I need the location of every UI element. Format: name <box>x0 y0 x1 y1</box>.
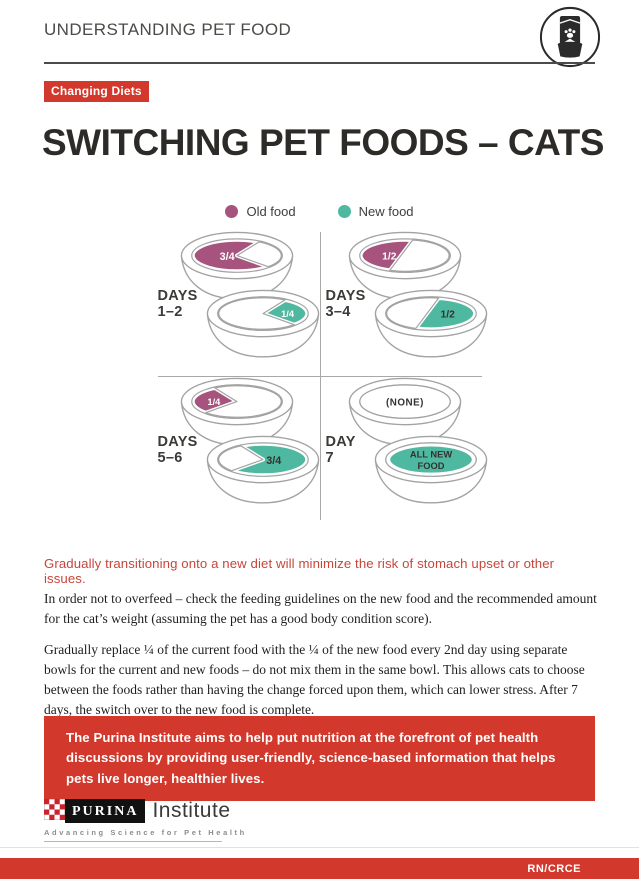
svg-text:1/2: 1/2 <box>382 251 397 262</box>
food-bowl-graphic: (NONE) <box>348 377 461 446</box>
new-food-bowl: 1/4 <box>204 288 322 361</box>
footer-bar: RN/CRCE <box>0 858 639 879</box>
food-bowl-graphic: 3/4 <box>180 231 293 300</box>
svg-text:1/4: 1/4 <box>281 309 295 319</box>
old-food-swatch-icon <box>225 205 239 218</box>
food-bowl-graphic: 1/4 <box>206 289 319 358</box>
svg-text:(NONE): (NONE) <box>386 397 424 408</box>
new-food-swatch-icon <box>337 205 351 218</box>
section-badge: Changing Diets <box>44 81 149 102</box>
day-range-label: DAYS 1–2 <box>157 288 198 321</box>
svg-text:3/4: 3/4 <box>266 455 281 467</box>
old-food-bowl: (NONE) <box>346 376 464 449</box>
old-food-bowl: 1/4 <box>178 376 296 449</box>
legend-label: Old food <box>246 204 296 219</box>
svg-text:ALL NEW: ALL NEW <box>409 450 452 460</box>
institute-wordmark: Institute <box>152 799 231 822</box>
paragraph: In order not to overfeed – check the fee… <box>44 591 597 627</box>
diagram-quadrant: DAYS 5–6 1/4 3/4 <box>152 376 320 522</box>
new-food-bowl: 3/4 <box>204 434 322 507</box>
food-bowl-graphic: 1/2 <box>348 231 461 300</box>
diagram-quadrant: DAY 7 (NONE) ALL NEW FOOD <box>320 376 488 522</box>
food-bowl-graphic: 1/4 <box>180 377 293 446</box>
logo-tagline: Advancing Science for Pet Health <box>44 828 244 842</box>
svg-text:3/4: 3/4 <box>219 251 234 263</box>
old-food-bowl: 3/4 <box>178 230 296 303</box>
svg-text:1/4: 1/4 <box>207 397 221 407</box>
legend-item-old-food: Old food <box>225 204 296 219</box>
document-header-title: UNDERSTANDING PET FOOD <box>44 20 292 39</box>
paragraph: Gradually replace ¼ of the current food … <box>44 641 585 718</box>
food-legend: Old food New food <box>0 204 639 219</box>
day-range-label: DAYS 3–4 <box>325 288 366 321</box>
day-range-label: DAYS 5–6 <box>157 434 198 467</box>
page-title: SWITCHING PET FOODS – CATS <box>42 122 604 163</box>
food-bowl-graphic: 1/2 <box>374 289 487 358</box>
food-bowl-graphic: 3/4 <box>206 435 319 504</box>
purina-institute-logo: PURINA Institute Advancing Science for P… <box>44 799 244 842</box>
day-range-label: DAY 7 <box>325 434 356 467</box>
footer-code: RN/CRCE <box>527 862 581 875</box>
old-food-bowl: 1/2 <box>346 230 464 303</box>
diagram-horizontal-divider <box>157 376 482 377</box>
diagram-quadrant: DAYS 3–4 1/2 1/2 <box>320 230 488 376</box>
legend-label: New food <box>358 204 414 219</box>
legend-item-new-food: New food <box>337 204 414 219</box>
lead-sentence: Gradually transitioning onto a new diet … <box>44 556 555 586</box>
svg-text:FOOD: FOOD <box>417 461 444 471</box>
new-food-bowl: ALL NEW FOOD <box>372 434 490 507</box>
purina-checkerboard-icon <box>44 799 65 820</box>
transition-diagram: DAYS 1–2 3/4 1/4 DAYS 3–4 1/2 1/2 DAYS 5–6 1/4 3/4 D… <box>152 230 488 522</box>
diagram-quadrant: DAYS 1–2 3/4 1/4 <box>152 230 320 376</box>
header-divider <box>44 62 595 64</box>
page-bottom-divider <box>0 847 639 848</box>
purina-wordmark: PURINA <box>65 799 146 823</box>
pet-food-bag-and-bowl-icon <box>538 5 602 69</box>
new-food-bowl: 1/2 <box>372 288 490 361</box>
mission-callout: The Purina Institute aims to help put nu… <box>44 716 595 802</box>
svg-text:1/2: 1/2 <box>440 309 455 320</box>
